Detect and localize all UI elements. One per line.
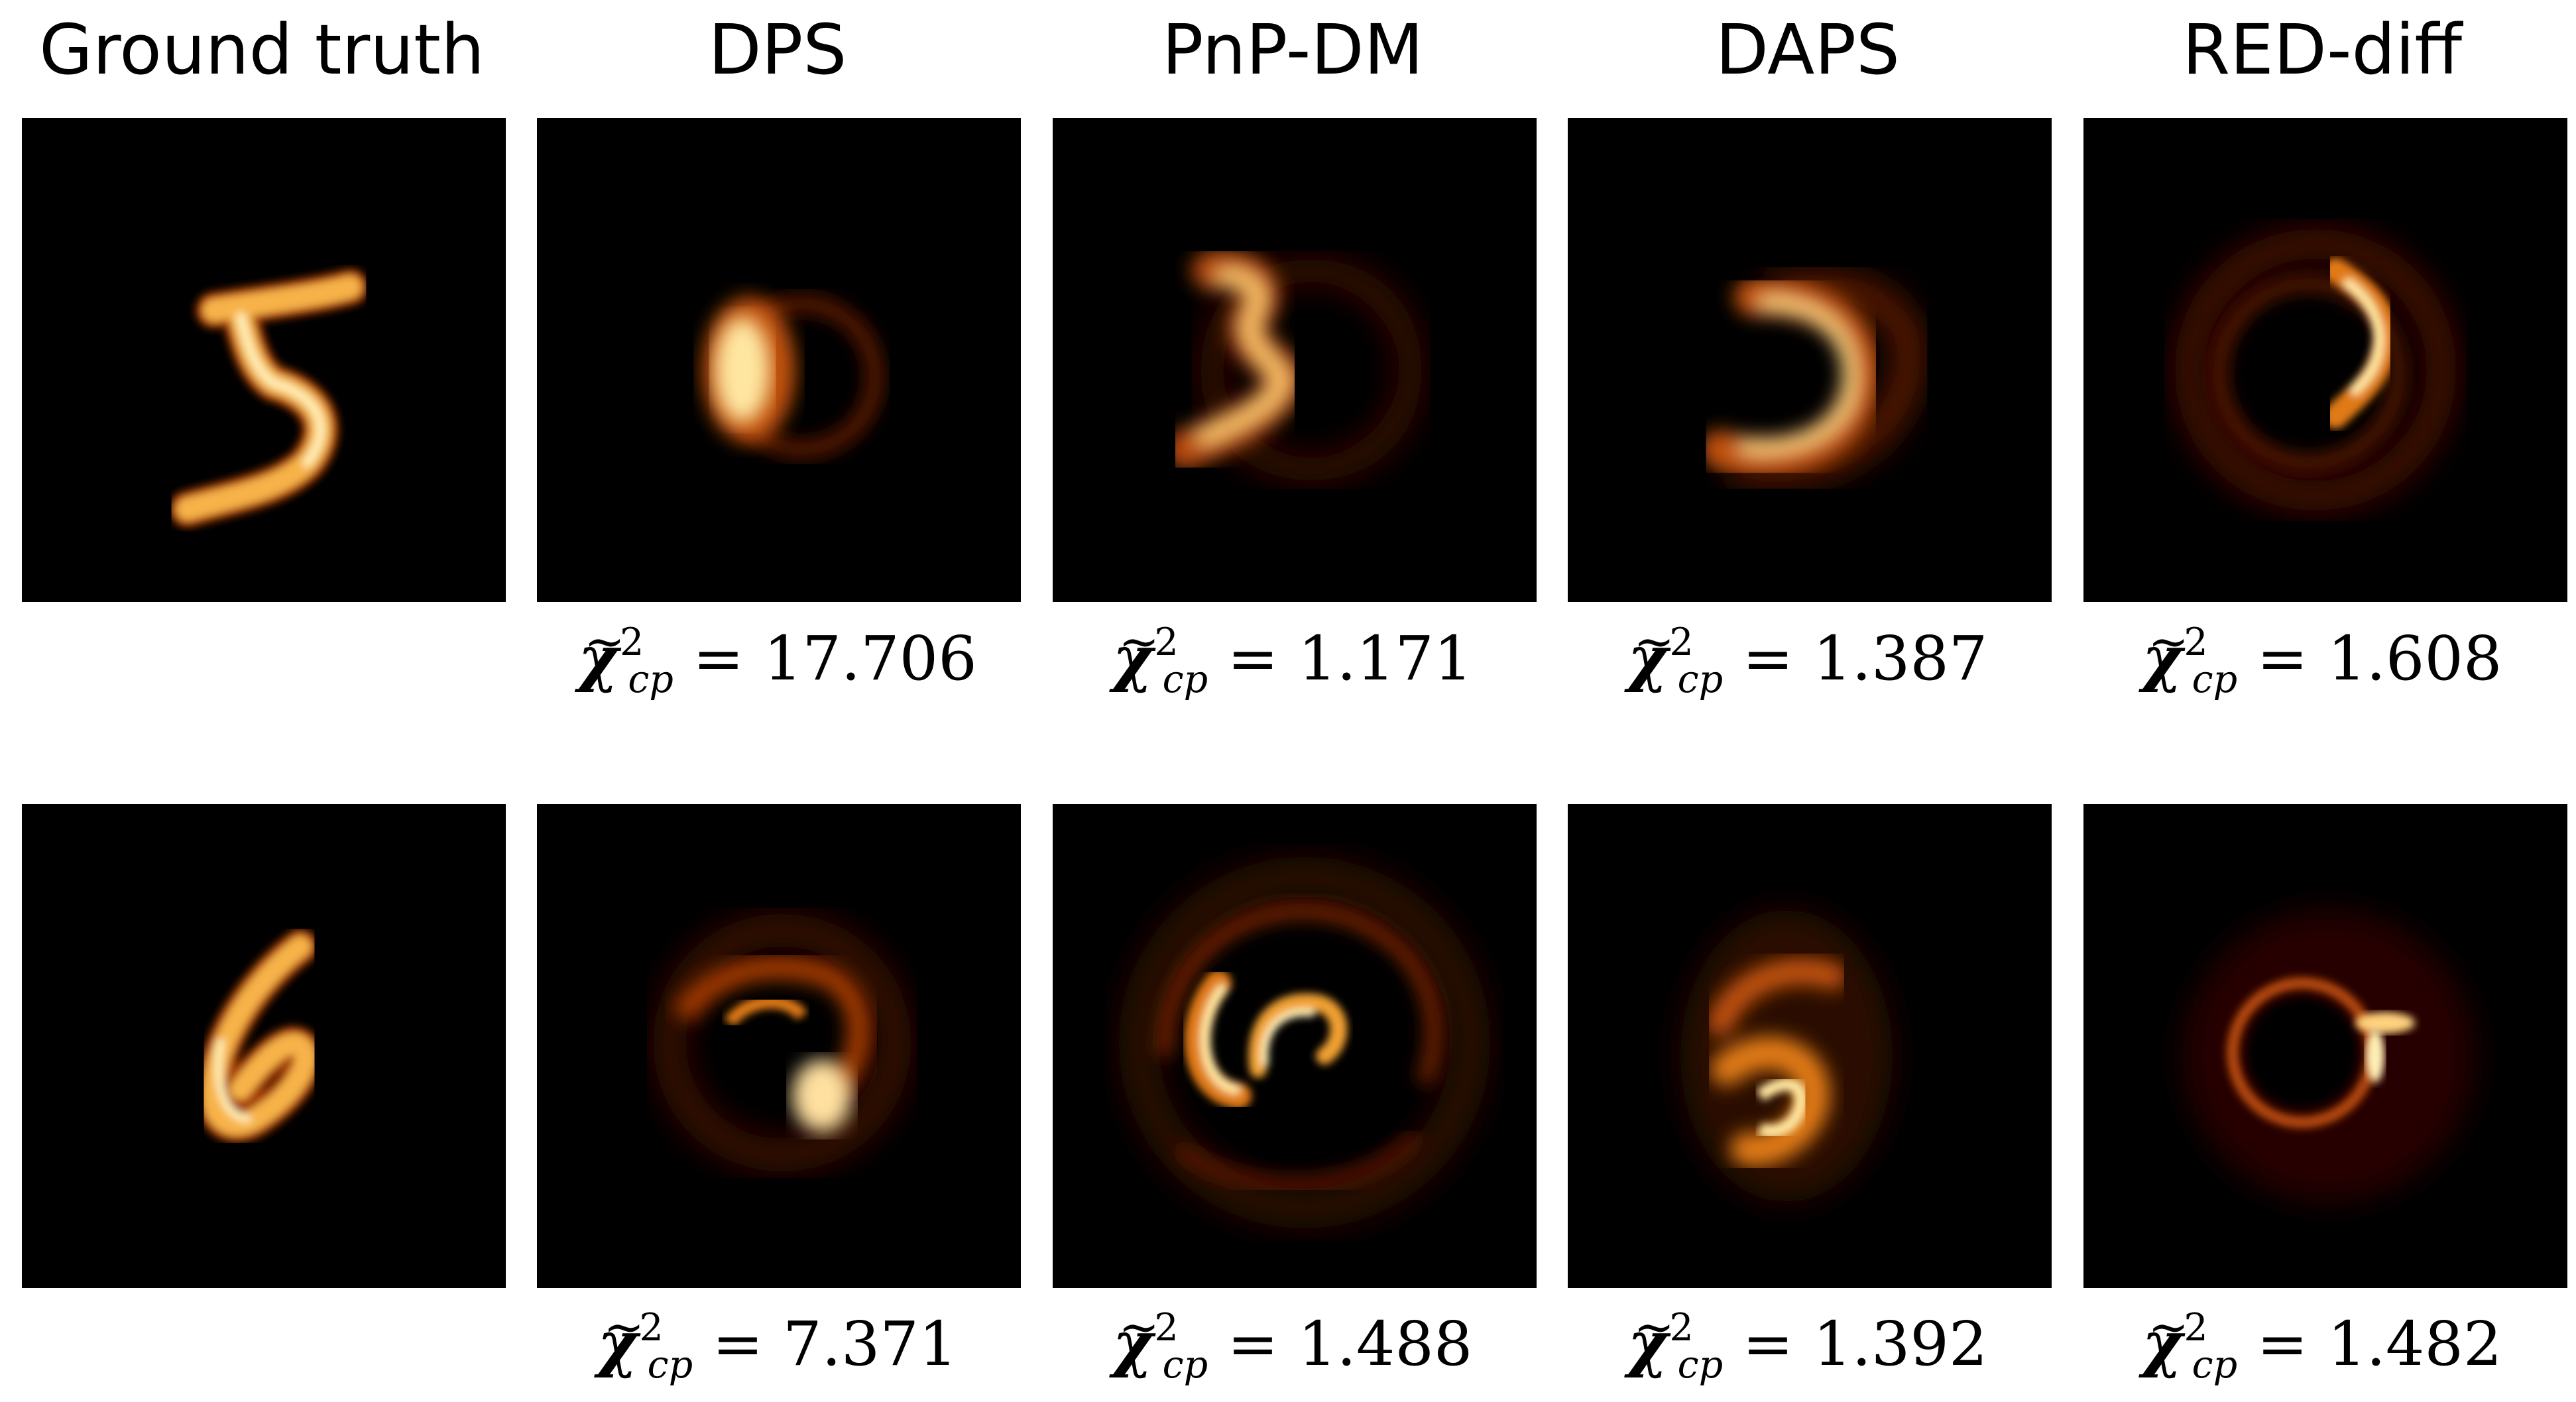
metric-row2-red-diff: ~ χ2cp = 1.482 [2142, 1299, 2502, 1387]
metric-row2-daps: ~ χ2cp = 1.392 [1627, 1299, 1988, 1387]
image-row1-dps [537, 118, 1021, 602]
column-title-red-diff: RED-diff [2182, 9, 2463, 90]
metric-row1-red-diff: ~ χ2cp = 1.608 [2142, 613, 2502, 702]
metric-row1-pnp-dm: ~ χ2cp = 1.171 [1112, 613, 1473, 702]
image-row1-pnp-dm [1053, 118, 1537, 602]
metric-value: 1.608 [2327, 623, 2502, 694]
metric-value: 7.371 [783, 1309, 958, 1379]
metric-row1-dps: ~ χ2cp = 17.706 [578, 613, 977, 702]
image-row2-red-diff [2083, 804, 2567, 1288]
metric-row1-daps: ~ χ2cp = 1.387 [1627, 613, 1988, 702]
column-title-daps: DAPS [1715, 9, 1901, 90]
metric-value: 1.171 [1298, 623, 1473, 694]
metric-value: 1.488 [1298, 1309, 1473, 1379]
metric-value: 1.392 [1813, 1309, 1988, 1379]
metric-value: 1.387 [1813, 623, 1988, 694]
column-title-pnp-dm: PnP-DM [1161, 9, 1424, 90]
metric-value: 1.482 [2327, 1309, 2502, 1379]
image-row1-daps [1568, 118, 2052, 602]
image-row2-dps [537, 804, 1021, 1288]
image-row1-ground-truth [22, 118, 506, 602]
column-title-dps: DPS [708, 9, 847, 90]
metric-row2-dps: ~ χ2cp = 7.371 [597, 1299, 958, 1387]
image-row2-ground-truth [22, 804, 506, 1288]
image-row2-pnp-dm [1053, 804, 1537, 1288]
metric-row2-pnp-dm: ~ χ2cp = 1.488 [1112, 1299, 1473, 1387]
image-row2-daps [1568, 804, 2052, 1288]
column-title-ground-truth: Ground truth [39, 9, 485, 90]
image-row1-red-diff [2083, 118, 2567, 602]
metric-value: 17.706 [763, 623, 977, 694]
